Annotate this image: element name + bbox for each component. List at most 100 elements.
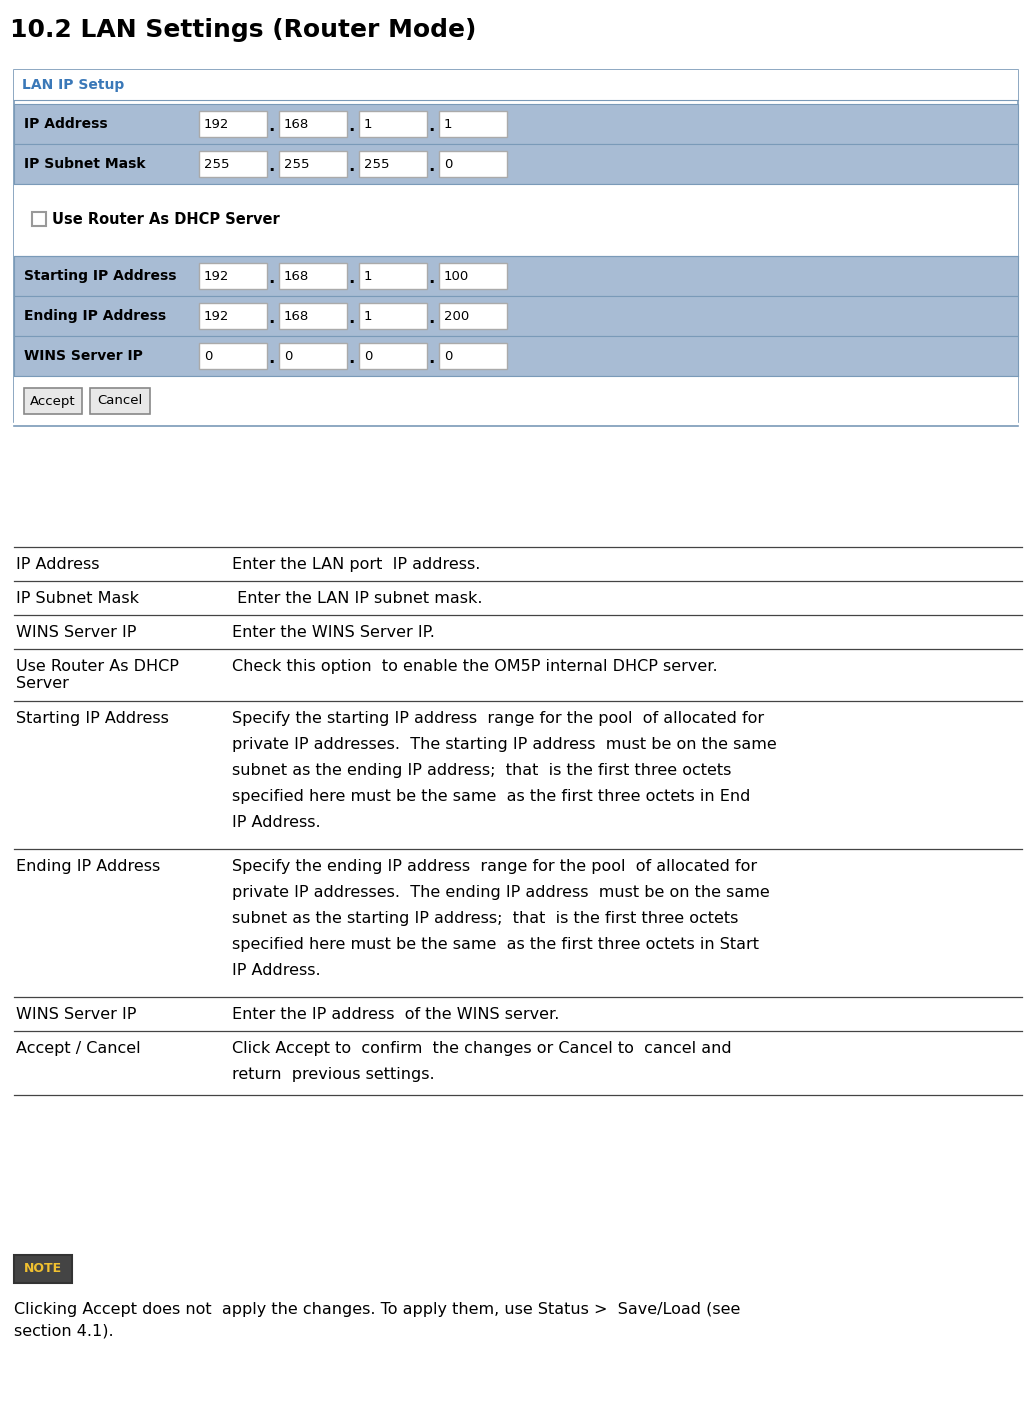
Bar bbox=[15, 296, 1018, 335]
Bar bbox=[199, 342, 267, 369]
Text: IP Address: IP Address bbox=[16, 557, 99, 573]
Text: Click Accept to  confirm  the changes or Cancel to  cancel and: Click Accept to confirm the changes or C… bbox=[232, 1042, 731, 1056]
Text: 1: 1 bbox=[444, 118, 453, 131]
Text: 0: 0 bbox=[204, 350, 212, 362]
Text: WINS Server IP: WINS Server IP bbox=[16, 1007, 137, 1022]
Text: 0: 0 bbox=[284, 350, 292, 362]
Text: .: . bbox=[348, 117, 354, 135]
Text: Enter the IP address  of the WINS server.: Enter the IP address of the WINS server. bbox=[232, 1007, 559, 1022]
Bar bbox=[15, 256, 1018, 296]
Bar bbox=[279, 263, 347, 288]
Text: 0: 0 bbox=[444, 158, 453, 171]
Text: .: . bbox=[348, 269, 354, 287]
Text: Enter the LAN IP subnet mask.: Enter the LAN IP subnet mask. bbox=[232, 591, 483, 605]
Text: .: . bbox=[348, 350, 354, 367]
Text: IP Address: IP Address bbox=[24, 117, 108, 131]
Bar bbox=[199, 263, 267, 288]
Text: Accept / Cancel: Accept / Cancel bbox=[16, 1042, 141, 1056]
Bar bbox=[439, 303, 507, 330]
Text: .: . bbox=[428, 269, 434, 287]
Text: .: . bbox=[268, 156, 275, 175]
Text: Enter the LAN port  IP address.: Enter the LAN port IP address. bbox=[232, 557, 481, 573]
Bar bbox=[359, 151, 427, 178]
Text: IP Subnet Mask: IP Subnet Mask bbox=[16, 591, 139, 605]
Text: subnet as the ending IP address;  that  is the first three octets: subnet as the ending IP address; that is… bbox=[232, 763, 731, 779]
Text: specified here must be the same  as the first three octets in End: specified here must be the same as the f… bbox=[232, 789, 750, 804]
Bar bbox=[279, 111, 347, 136]
Bar bbox=[32, 212, 46, 226]
Text: Specify the ending IP address  range for the pool  of allocated for: Specify the ending IP address range for … bbox=[232, 860, 757, 874]
Bar bbox=[359, 342, 427, 369]
Text: .: . bbox=[268, 117, 275, 135]
Bar bbox=[359, 263, 427, 288]
Text: subnet as the starting IP address;  that  is the first three octets: subnet as the starting IP address; that … bbox=[232, 911, 739, 926]
Text: Accept: Accept bbox=[30, 395, 76, 408]
Bar bbox=[439, 111, 507, 136]
Text: 0: 0 bbox=[444, 350, 453, 362]
Bar bbox=[279, 342, 347, 369]
Text: .: . bbox=[268, 350, 275, 367]
Text: Specify the starting IP address  range for the pool  of allocated for: Specify the starting IP address range fo… bbox=[232, 710, 765, 726]
Text: LAN IP Setup: LAN IP Setup bbox=[22, 78, 124, 92]
Text: 255: 255 bbox=[204, 158, 230, 171]
Bar bbox=[15, 377, 1018, 426]
Bar bbox=[15, 104, 1018, 144]
Text: 168: 168 bbox=[284, 310, 310, 323]
Text: IP Address.: IP Address. bbox=[232, 963, 320, 978]
Text: 1: 1 bbox=[364, 270, 373, 283]
Text: private IP addresses.  The starting IP address  must be on the same: private IP addresses. The starting IP ad… bbox=[232, 737, 777, 752]
Text: Starting IP Address: Starting IP Address bbox=[16, 710, 169, 726]
Text: WINS Server IP: WINS Server IP bbox=[24, 350, 143, 362]
Text: section 4.1).: section 4.1). bbox=[15, 1324, 114, 1339]
Text: return  previous settings.: return previous settings. bbox=[232, 1067, 435, 1081]
Text: .: . bbox=[428, 156, 434, 175]
Text: Ending IP Address: Ending IP Address bbox=[16, 860, 161, 874]
Text: 255: 255 bbox=[364, 158, 390, 171]
Text: 192: 192 bbox=[204, 310, 229, 323]
Bar bbox=[439, 263, 507, 288]
Text: 192: 192 bbox=[204, 118, 229, 131]
Text: Check this option  to enable the OM5P internal DHCP server.: Check this option to enable the OM5P int… bbox=[232, 659, 718, 674]
Text: .: . bbox=[348, 156, 354, 175]
Text: .: . bbox=[428, 350, 434, 367]
Text: 1: 1 bbox=[364, 118, 373, 131]
Bar bbox=[15, 335, 1018, 377]
Text: Cancel: Cancel bbox=[97, 395, 143, 408]
Text: private IP addresses.  The ending IP address  must be on the same: private IP addresses. The ending IP addr… bbox=[232, 885, 770, 899]
Text: Use Router As DHCP Server: Use Router As DHCP Server bbox=[52, 212, 280, 226]
Text: .: . bbox=[268, 308, 275, 327]
Text: 168: 168 bbox=[284, 118, 310, 131]
Text: IP Subnet Mask: IP Subnet Mask bbox=[24, 156, 145, 171]
Bar bbox=[90, 388, 150, 414]
Bar bbox=[15, 70, 1018, 99]
Bar bbox=[24, 388, 82, 414]
Text: 192: 192 bbox=[204, 270, 229, 283]
Text: 200: 200 bbox=[444, 310, 469, 323]
Text: Ending IP Address: Ending IP Address bbox=[24, 308, 166, 323]
Bar bbox=[199, 111, 267, 136]
Bar bbox=[199, 151, 267, 178]
Text: WINS Server IP: WINS Server IP bbox=[16, 625, 137, 639]
Bar bbox=[15, 144, 1018, 183]
Bar bbox=[279, 151, 347, 178]
Text: 100: 100 bbox=[444, 270, 469, 283]
Text: .: . bbox=[348, 308, 354, 327]
Text: .: . bbox=[428, 117, 434, 135]
Bar bbox=[439, 342, 507, 369]
Text: 0: 0 bbox=[364, 350, 372, 362]
Text: Clicking Accept does not  apply the changes. To apply them, use Status >  Save/L: Clicking Accept does not apply the chang… bbox=[15, 1302, 741, 1317]
Text: 1: 1 bbox=[364, 310, 373, 323]
Text: IP Address.: IP Address. bbox=[232, 816, 320, 830]
Bar bbox=[439, 151, 507, 178]
Bar bbox=[15, 1255, 71, 1283]
Text: NOTE: NOTE bbox=[24, 1262, 62, 1276]
Bar bbox=[359, 111, 427, 136]
Bar bbox=[199, 303, 267, 330]
Text: specified here must be the same  as the first three octets in Start: specified here must be the same as the f… bbox=[232, 936, 759, 952]
Text: 168: 168 bbox=[284, 270, 310, 283]
Text: 10.2 LAN Settings (Router Mode): 10.2 LAN Settings (Router Mode) bbox=[10, 18, 477, 43]
Text: 255: 255 bbox=[284, 158, 310, 171]
Text: .: . bbox=[428, 308, 434, 327]
Text: .: . bbox=[268, 269, 275, 287]
Bar bbox=[15, 70, 1018, 422]
